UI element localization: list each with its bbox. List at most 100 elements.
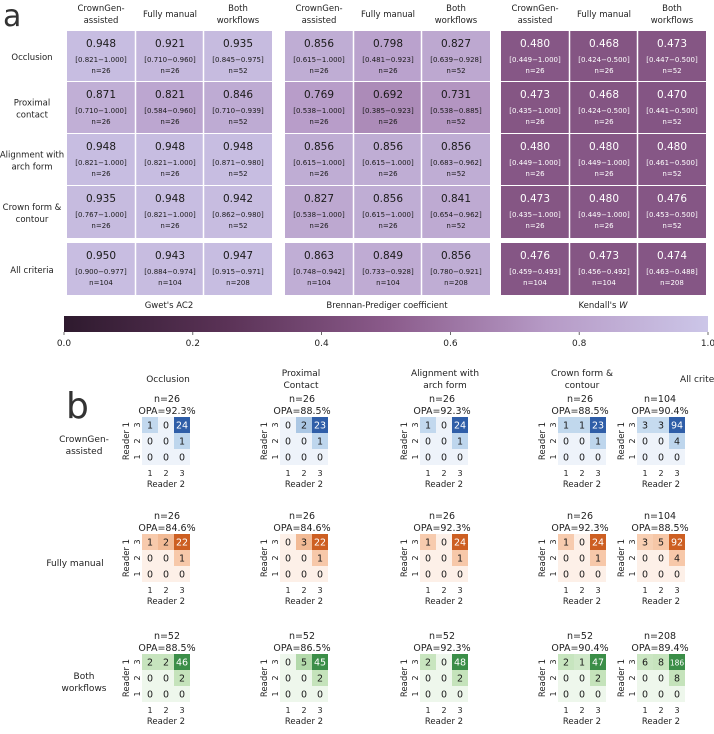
x-tick-label: 1 (563, 586, 568, 595)
cell-n: n=26 (525, 170, 545, 178)
matrix-cell (653, 449, 669, 465)
matrix-value: 0 (147, 690, 153, 701)
column-header: Both (446, 4, 466, 14)
x-axis-label: Reader 2 (563, 717, 601, 727)
cell-value: 0.473 (657, 38, 687, 50)
matrix-cell (590, 654, 606, 670)
x-tick-label: 3 (457, 469, 462, 478)
cell-n: n=26 (91, 118, 111, 126)
heatmap-cell (570, 31, 638, 81)
matrix-opa: OPA=90.4% (631, 406, 688, 417)
matrix-cell (574, 417, 590, 433)
matrix-cell (574, 449, 590, 465)
heatmap-cell (501, 31, 569, 81)
cell-ci: [0.447−0.500] (646, 56, 698, 64)
y-tick-label: 1 (628, 691, 637, 696)
cell-n: n=26 (91, 222, 111, 230)
matrix-cell (653, 654, 669, 670)
matrix-cell (637, 654, 653, 670)
matrix-cell (452, 686, 468, 702)
heatmap-cell (136, 243, 204, 295)
matrix-value: 24 (592, 538, 604, 549)
matrix-value: 4 (674, 437, 680, 448)
heatmap-cell (638, 243, 706, 295)
matrix-column-title: arch form (423, 381, 467, 391)
matrix-value: 0 (579, 570, 585, 581)
column-header: workflows (435, 16, 478, 26)
heatmap-cell (422, 134, 490, 185)
matrix-cell (142, 686, 158, 702)
matrix-value: 0 (563, 554, 569, 565)
cell-n: n=26 (594, 170, 614, 178)
matrix-cell (637, 670, 653, 686)
cell-value: 0.480 (657, 141, 687, 153)
x-tick-label: 2 (579, 706, 584, 715)
matrix-cell (312, 433, 328, 449)
cell-value: 0.473 (589, 250, 619, 262)
matrix-opa: OPA=84.6% (138, 523, 195, 534)
matrix-opa: OPA=88.5% (631, 523, 688, 534)
matrix-cell (637, 417, 653, 433)
matrix-value: 0 (301, 674, 307, 685)
y-tick-label: 2 (271, 438, 280, 443)
x-tick-label: 1 (285, 469, 290, 478)
y-tick-label: 2 (271, 555, 280, 560)
cell-value: 0.948 (155, 193, 185, 205)
matrix-cell (669, 686, 685, 702)
cell-value: 0.921 (155, 38, 185, 50)
matrix-value: 0 (147, 437, 153, 448)
x-tick-label: 2 (658, 586, 663, 595)
heatmap-cell (204, 82, 272, 133)
x-tick-label: 3 (595, 586, 600, 595)
row-label: arch form (11, 163, 52, 173)
y-tick-label: 3 (549, 422, 558, 427)
cell-n: n=26 (309, 222, 329, 230)
matrix-cell (420, 433, 436, 449)
matrix-column-title: Crown form & (551, 369, 613, 379)
y-tick-label: 2 (411, 438, 420, 443)
y-axis-label: Reader 1 (260, 422, 270, 460)
matrix-cell (312, 417, 328, 433)
cell-ci: [0.821−1.000] (75, 159, 127, 167)
x-tick-label: 3 (179, 586, 184, 595)
column-header: assisted (84, 16, 119, 26)
cell-n: n=26 (160, 222, 180, 230)
heatmap-cell (354, 186, 422, 238)
heatmap-cell (67, 82, 135, 133)
matrix-cell (574, 654, 590, 670)
matrix-cell (420, 550, 436, 566)
matrix-cell (653, 550, 669, 566)
column-header: Both (662, 4, 682, 14)
matrix-row-title: Fully manual (46, 559, 103, 569)
y-tick-label: 1 (271, 454, 280, 459)
cell-n: n=104 (158, 279, 182, 287)
matrix-value: 1 (425, 538, 431, 549)
panel-b-label: b (66, 386, 89, 427)
matrix-value: 0 (301, 554, 307, 565)
matrix-value: 0 (147, 570, 153, 581)
matrix-value: 0 (425, 690, 431, 701)
y-tick-label: 1 (549, 454, 558, 459)
matrix-value: 1 (179, 554, 185, 565)
column-header: assisted (518, 16, 553, 26)
x-tick-label: 1 (425, 586, 430, 595)
matrix-cell (296, 566, 312, 582)
matrix-column-title: Alignment with (411, 369, 479, 379)
y-tick-label: 3 (271, 659, 280, 664)
matrix-row-title: Both (74, 672, 95, 682)
cell-value: 0.692 (373, 89, 403, 101)
matrix-n: n=26 (429, 511, 455, 522)
y-tick-label: 2 (411, 675, 420, 680)
matrix-value: 0 (563, 690, 569, 701)
x-tick-label: 2 (163, 706, 168, 715)
cell-ci: [0.710−0.939] (212, 107, 264, 115)
matrix-value: 0 (285, 674, 291, 685)
matrix-value: 0 (658, 554, 664, 565)
x-tick-label: 2 (163, 469, 168, 478)
matrix-cell (420, 449, 436, 465)
matrix-opa: OPA=92.3% (413, 643, 470, 654)
matrix-value: 1 (595, 437, 601, 448)
x-tick-label: 2 (441, 706, 446, 715)
matrix-opa: OPA=89.4% (631, 643, 688, 654)
y-tick-label: 1 (133, 691, 142, 696)
